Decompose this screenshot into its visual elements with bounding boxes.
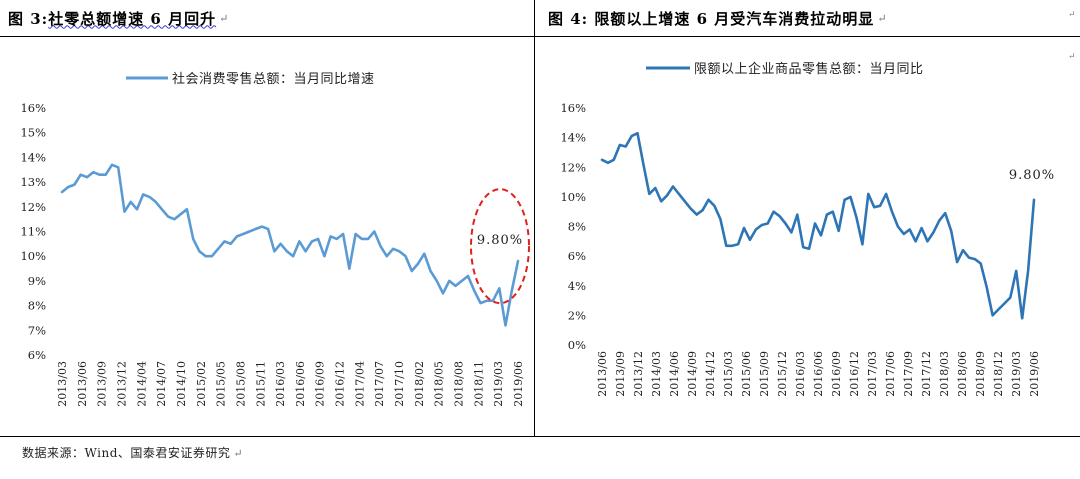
- x-tick-label: 2015/09: [758, 351, 771, 397]
- source-text: 数据来源：Wind、国泰君安证券研究: [22, 446, 231, 460]
- y-tick-label: 9%: [28, 274, 46, 288]
- x-tick-label: 2013/09: [96, 361, 109, 407]
- y-tick-label: 7%: [28, 323, 46, 337]
- x-tick-label: 2018/05: [433, 361, 446, 407]
- x-tick-label: 2016/09: [830, 351, 843, 397]
- x-tick-label: 2018/06: [956, 351, 969, 397]
- x-tick-label: 2016/03: [274, 361, 287, 407]
- x-tick-label: 2015/03: [722, 351, 735, 397]
- y-tick-label: 2%: [568, 308, 586, 322]
- x-tick-label: 2019/03: [492, 361, 505, 407]
- x-tick-label: 2018/03: [938, 351, 951, 397]
- y-tick-label: 0%: [568, 338, 586, 352]
- x-tick-label: 2015/02: [195, 361, 208, 407]
- annotation-label: 9.80%: [477, 233, 523, 248]
- x-tick-label: 2016/12: [848, 351, 861, 397]
- x-tick-label: 2014/07: [155, 361, 168, 407]
- footer-top-rule: [0, 436, 1080, 437]
- x-tick-label: 2013/12: [632, 351, 645, 397]
- x-tick-label: 2014/06: [668, 351, 681, 397]
- source-note: 数据来源：Wind、国泰君安证券研究 ↵: [22, 444, 243, 461]
- x-tick-label: 2019/06: [1028, 351, 1041, 397]
- y-tick-label: 10%: [20, 249, 46, 263]
- legend-label: 社会消费零售总额：当月同比增速: [172, 71, 375, 87]
- y-tick-label: 6%: [28, 348, 46, 362]
- legend-label: 限额以上企业商品零售总额：当月同比: [694, 61, 924, 77]
- x-tick-label: 2013/06: [76, 361, 89, 407]
- x-tick-label: 2013/06: [596, 351, 609, 397]
- x-tick-label: 2016/09: [314, 361, 327, 407]
- paragraph-mark-icon: ↵: [1068, 52, 1076, 62]
- x-tick-label: 2018/09: [974, 351, 987, 397]
- x-tick-label: 2014/12: [704, 351, 717, 397]
- x-tick-label: 2014/04: [135, 361, 148, 407]
- x-tick-label: 2017/12: [920, 351, 933, 397]
- figure-4-title-text: 图 4: 限额以上增速 6 月受汽车消费拉动明显: [548, 9, 875, 28]
- paragraph-mark-icon: ↵: [219, 11, 230, 25]
- x-tick-label: 2013/09: [614, 351, 627, 397]
- x-tick-label: 2018/08: [453, 361, 466, 407]
- panel-divider: [534, 0, 535, 436]
- y-tick-label: 8%: [28, 299, 46, 313]
- x-tick-label: 2016/06: [812, 351, 825, 397]
- y-tick-label: 10%: [560, 190, 586, 204]
- x-tick-label: 2015/06: [740, 351, 753, 397]
- x-tick-label: 2014/03: [650, 351, 663, 397]
- x-tick-label: 2016/06: [294, 361, 307, 407]
- y-tick-label: 8%: [568, 220, 586, 234]
- y-tick-label: 4%: [568, 279, 586, 293]
- x-tick-label: 2016/12: [334, 361, 347, 407]
- x-tick-label: 2017/04: [353, 361, 366, 407]
- series-line: [60, 163, 520, 327]
- y-tick-label: 15%: [20, 126, 46, 140]
- x-tick-label: 2018/02: [413, 361, 426, 407]
- x-tick-label: 2017/10: [393, 361, 406, 407]
- x-tick-label: 2015/11: [254, 361, 267, 407]
- y-tick-label: 16%: [20, 101, 46, 115]
- x-tick-label: 2019/06: [512, 361, 525, 407]
- paragraph-mark-icon: ↵: [877, 11, 888, 25]
- x-tick-label: 2019/03: [1010, 351, 1023, 397]
- figure-3-title-prefix: 图 3:: [8, 9, 49, 28]
- y-tick-label: 12%: [560, 160, 586, 174]
- x-tick-label: 2018/12: [992, 351, 1005, 397]
- header-bottom-rule: [0, 36, 1080, 37]
- x-tick-label: 2018/11: [472, 361, 485, 407]
- paragraph-mark-icon: ↵: [1068, 10, 1076, 20]
- x-tick-label: 2013/03: [56, 361, 69, 407]
- x-tick-label: 2014/10: [175, 361, 188, 407]
- paragraph-mark-icon: ↵: [233, 447, 244, 460]
- x-tick-label: 2014/09: [686, 351, 699, 397]
- y-tick-label: 12%: [20, 200, 46, 214]
- x-tick-label: 2013/12: [115, 361, 128, 407]
- x-tick-label: 2015/08: [234, 361, 247, 407]
- y-tick-label: 13%: [20, 175, 46, 189]
- x-tick-label: 2017/07: [373, 361, 386, 407]
- figure-4-title: 图 4: 限额以上增速 6 月受汽车消费拉动明显 ↵: [548, 0, 1068, 36]
- figure-3-title: 图 3: 社零总额增速 6 月回升 ↵: [8, 0, 528, 36]
- y-tick-label: 14%: [20, 150, 46, 164]
- x-tick-label: 2017/06: [884, 351, 897, 397]
- x-tick-label: 2017/03: [866, 351, 879, 397]
- y-tick-label: 14%: [560, 131, 586, 145]
- x-tick-label: 2017/09: [902, 351, 915, 397]
- series-line: [600, 131, 1036, 320]
- figure-3-title-main: 社零总额增速 6 月回升: [48, 9, 217, 28]
- x-tick-label: 2016/03: [794, 351, 807, 397]
- y-tick-label: 11%: [20, 225, 46, 239]
- y-tick-label: 16%: [560, 101, 586, 115]
- x-tick-label: 2015/05: [215, 361, 228, 407]
- x-tick-label: 2015/12: [776, 351, 789, 397]
- y-tick-label: 6%: [568, 249, 586, 263]
- annotation-label: 9.80%: [1009, 168, 1055, 183]
